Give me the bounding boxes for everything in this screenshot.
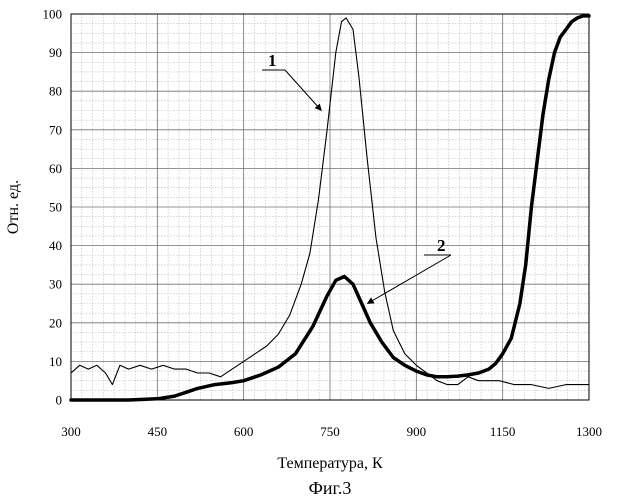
x-axis-ticks: 300 450 600 750 900 1150 1300 [61, 424, 602, 439]
y-tick-label: 80 [49, 84, 62, 99]
major-gridlines [71, 14, 589, 400]
y-tick-label: 40 [49, 238, 62, 253]
curve-2-label: 2 [437, 236, 446, 255]
y-tick-label: 10 [49, 354, 62, 369]
y-tick-label: 0 [56, 393, 63, 408]
y-tick-label: 60 [49, 161, 62, 176]
x-tick-label: 600 [234, 424, 254, 439]
x-tick-label: 900 [407, 424, 427, 439]
y-axis-ticks: 0 10 20 30 40 50 60 70 80 90 100 [43, 7, 63, 408]
y-tick-label: 20 [49, 315, 62, 330]
x-tick-label: 750 [320, 424, 340, 439]
y-tick-label: 100 [43, 7, 63, 22]
y-tick-label: 70 [49, 122, 62, 137]
x-tick-label: 300 [61, 424, 81, 439]
curve-1-label: 1 [268, 51, 277, 70]
curve-1-leader-arrow [285, 70, 321, 111]
x-tick-label: 1150 [490, 424, 516, 439]
figure-caption: Фиг.3 [309, 478, 352, 498]
curve-annotations: 1 2 [262, 51, 451, 304]
y-tick-label: 30 [49, 277, 62, 292]
x-axis-title: Температура, К [277, 455, 383, 472]
x-tick-label: 1300 [576, 424, 602, 439]
y-axis-title: Отн. ед. [5, 180, 22, 234]
y-tick-label: 50 [49, 200, 62, 215]
y-tick-label: 90 [49, 45, 62, 60]
x-tick-label: 450 [148, 424, 168, 439]
